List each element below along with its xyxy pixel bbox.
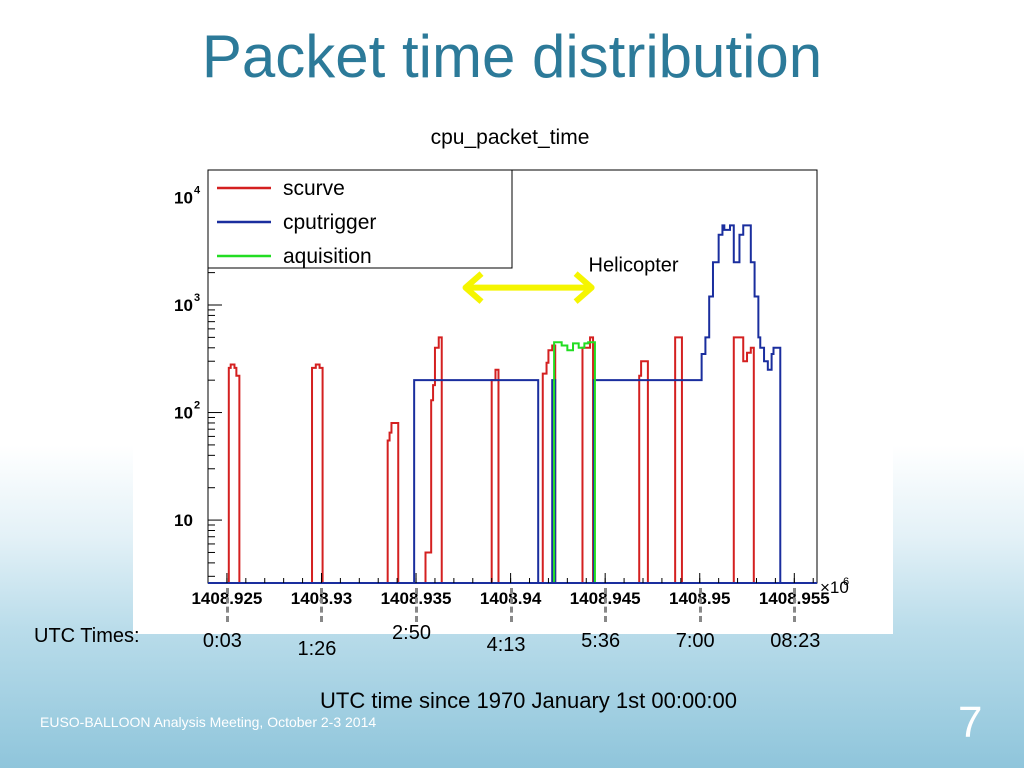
utc-time-label: 0:03 (202, 630, 242, 652)
helicopter-arrow-head-left (462, 271, 484, 304)
helicopter-label: Helicopter (589, 255, 679, 277)
helicopter-arrow-head-right (573, 271, 595, 304)
page-number: 7 (958, 698, 983, 747)
utc-time-marker (509, 588, 513, 622)
utc-time-label: 5:36 (581, 630, 621, 652)
utc-time-marker (415, 588, 419, 622)
y-tick-exponent: 3 (194, 292, 200, 304)
utc-time-label: 1:26 (297, 638, 337, 660)
utc-time-marker (698, 588, 702, 622)
y-tick-label: 10 (174, 404, 193, 423)
utc-time-marker (225, 588, 229, 622)
utc-time-label: 7:00 (675, 630, 715, 652)
x-multiplier: ×10 (820, 578, 849, 597)
slide-title: Packet time distribution (201, 23, 823, 90)
x-multiplier-exponent: 6 (843, 576, 849, 588)
utc-times-label: UTC Times: (34, 625, 140, 647)
y-tick-exponent: 4 (194, 184, 201, 196)
legend-label-cputrigger: cputrigger (283, 211, 376, 234)
series-aquisition-line (553, 341, 596, 583)
time-axis-caption: UTC time since 1970 January 1st 00:00:00 (320, 688, 738, 713)
footer-text: EUSO-BALLOON Analysis Meeting, October 2… (40, 714, 377, 730)
legend-label-aquisition: aquisition (283, 245, 372, 268)
y-tick-label: 10 (174, 188, 193, 207)
y-tick-label: 10 (174, 296, 193, 315)
utc-time-label: 2:50 (392, 622, 431, 644)
utc-time-marker (320, 588, 324, 622)
legend-box (207, 169, 513, 269)
y-tick-exponent: 2 (194, 400, 200, 412)
utc-time-label: 08:23 (770, 630, 821, 652)
legend-label-scurve: scurve (283, 177, 345, 200)
y-tick-label: 10 (174, 511, 193, 530)
utc-time-label: 4:13 (486, 634, 526, 656)
legend: scurve cputrigger aquisition (207, 169, 513, 269)
chart-svg: cpu_packet_time 1408.925 1408.93 1408.935 1… (174, 126, 849, 608)
helicopter-arrow (462, 271, 595, 304)
plot-panel: cpu_packet_time 1408.925 1408.93 1408.935 1… (133, 120, 893, 634)
utc-time-marker (604, 588, 608, 622)
utc-time-marker (793, 588, 797, 622)
chart-title: cpu_packet_time (431, 126, 590, 149)
